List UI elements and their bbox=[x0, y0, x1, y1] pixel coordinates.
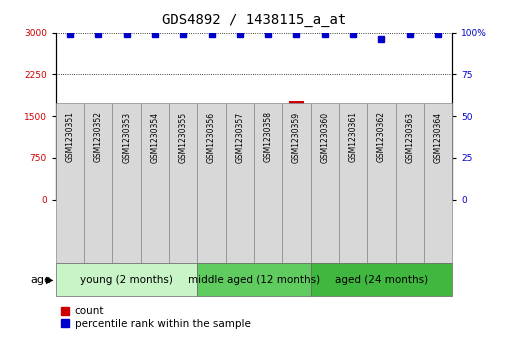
Text: GSM1230355: GSM1230355 bbox=[179, 111, 188, 163]
Bar bbox=[431, 111, 445, 200]
Bar bbox=[424, 103, 452, 263]
Bar bbox=[367, 103, 396, 263]
Text: GSM1230361: GSM1230361 bbox=[348, 111, 358, 162]
Bar bbox=[198, 103, 226, 263]
Text: GSM1230359: GSM1230359 bbox=[292, 111, 301, 163]
Bar bbox=[169, 103, 198, 263]
Bar bbox=[403, 144, 417, 200]
Text: GSM1230360: GSM1230360 bbox=[320, 111, 329, 163]
Bar bbox=[176, 153, 190, 200]
Bar bbox=[374, 160, 389, 200]
Bar bbox=[261, 114, 275, 200]
Text: GDS4892 / 1438115_a_at: GDS4892 / 1438115_a_at bbox=[162, 13, 346, 27]
Bar bbox=[91, 150, 106, 200]
Bar bbox=[84, 103, 112, 263]
Bar bbox=[254, 103, 282, 263]
Bar bbox=[233, 138, 247, 200]
Text: GSM1230357: GSM1230357 bbox=[235, 111, 244, 163]
Text: GSM1230364: GSM1230364 bbox=[433, 111, 442, 163]
Bar bbox=[63, 147, 77, 200]
Text: GSM1230351: GSM1230351 bbox=[66, 111, 75, 162]
Bar bbox=[396, 103, 424, 263]
Bar bbox=[310, 103, 339, 263]
Text: GSM1230352: GSM1230352 bbox=[94, 111, 103, 162]
Text: GSM1230358: GSM1230358 bbox=[264, 111, 273, 162]
Bar bbox=[290, 101, 304, 200]
Bar bbox=[148, 147, 162, 200]
Bar bbox=[282, 103, 310, 263]
Text: GSM1230356: GSM1230356 bbox=[207, 111, 216, 163]
Bar bbox=[198, 263, 310, 296]
Text: GSM1230354: GSM1230354 bbox=[150, 111, 160, 163]
Legend: count, percentile rank within the sample: count, percentile rank within the sample bbox=[61, 306, 250, 329]
Bar bbox=[204, 122, 218, 200]
Bar bbox=[346, 154, 360, 200]
Text: age: age bbox=[30, 274, 51, 285]
Bar bbox=[112, 103, 141, 263]
Bar bbox=[119, 146, 134, 200]
Bar bbox=[56, 103, 84, 263]
Text: GSM1230363: GSM1230363 bbox=[405, 111, 414, 163]
Text: GSM1230353: GSM1230353 bbox=[122, 111, 131, 163]
Bar bbox=[141, 103, 169, 263]
Text: aged (24 months): aged (24 months) bbox=[335, 274, 428, 285]
Text: middle aged (12 months): middle aged (12 months) bbox=[188, 274, 320, 285]
Bar bbox=[226, 103, 254, 263]
Text: ▶: ▶ bbox=[46, 274, 53, 285]
Bar bbox=[310, 263, 452, 296]
Bar bbox=[56, 263, 198, 296]
Bar bbox=[318, 115, 332, 200]
Bar bbox=[339, 103, 367, 263]
Text: GSM1230362: GSM1230362 bbox=[377, 111, 386, 162]
Text: young (2 months): young (2 months) bbox=[80, 274, 173, 285]
